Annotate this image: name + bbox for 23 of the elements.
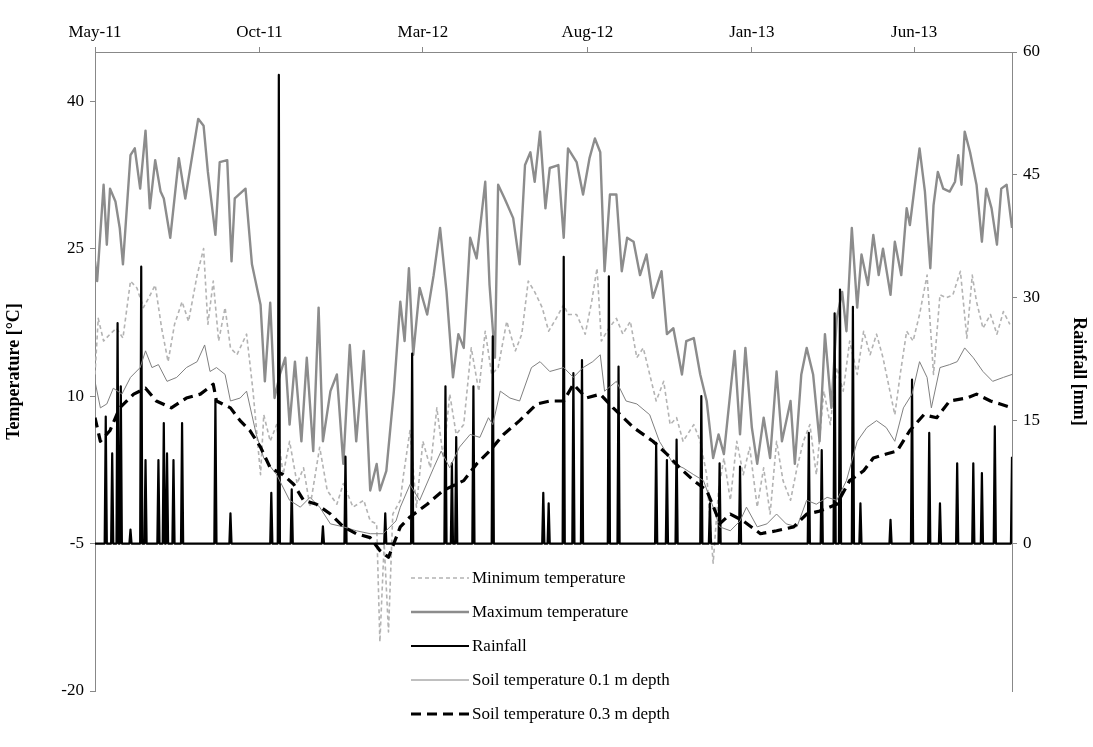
y-tick-label: -20 (61, 680, 84, 700)
x-tick-label: Oct-11 (236, 22, 283, 42)
x-tick-label: Mar-12 (397, 22, 449, 42)
x-tick-label: Jan-13 (729, 22, 775, 42)
x-tick-label: Jun-13 (891, 22, 938, 42)
legend-label: Soil temperature 0.1 m depth (472, 670, 670, 690)
y2-tick-label: 60 (1023, 41, 1040, 61)
y-tick-label: -5 (69, 533, 84, 553)
y2-tick-label: 15 (1023, 410, 1040, 430)
y2-tick-label: 0 (1023, 533, 1032, 553)
y-tick-label: 10 (67, 385, 84, 405)
y-tick-label: 40 (67, 90, 84, 110)
y-axis-title: Temperature [°C] (3, 303, 24, 440)
y-tick-label: 25 (67, 238, 84, 258)
legend-label: Minimum temperature (472, 568, 626, 588)
x-tick-label: Aug-12 (561, 22, 614, 42)
y2-tick-label: 30 (1023, 287, 1040, 307)
legend-label: Soil temperature 0.3 m depth (472, 704, 670, 724)
y2-tick-label: 45 (1023, 164, 1040, 184)
x-tick-label: May-11 (68, 22, 122, 42)
legend-label: Maximum temperature (472, 602, 629, 622)
legend-label: Rainfall (472, 636, 527, 656)
y2-axis-title: Rainfall [mm] (1069, 317, 1090, 426)
